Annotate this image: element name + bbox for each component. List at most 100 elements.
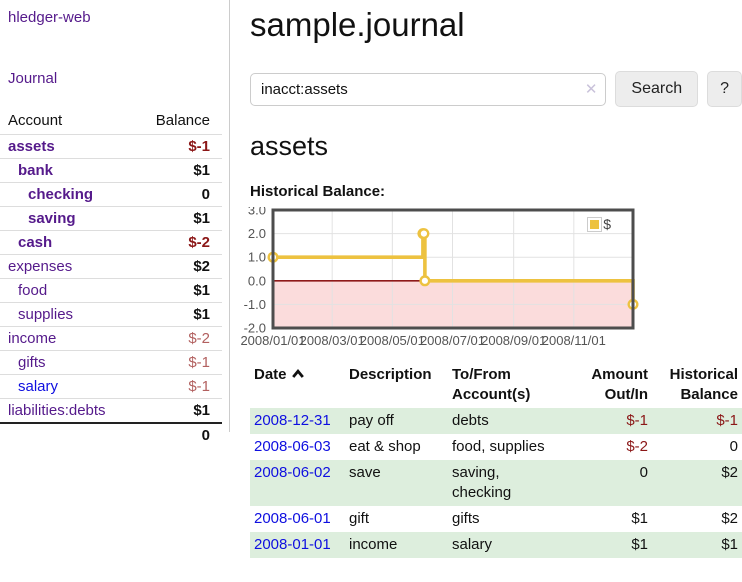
account-link[interactable]: saving — [28, 210, 76, 227]
account-row: food $1 — [0, 278, 222, 303]
account-balance: $1 — [111, 398, 222, 423]
transaction-date-link[interactable]: 2008-01-01 — [254, 536, 331, 553]
account-balance: 0 — [111, 182, 222, 207]
svg-text:2008/09/01: 2008/09/01 — [481, 333, 546, 348]
transaction-balance: 0 — [729, 438, 738, 455]
account-balance: $-1 — [111, 350, 222, 375]
clear-search-icon[interactable]: ✕ — [584, 80, 598, 98]
account-link[interactable]: cash — [18, 234, 53, 251]
account-link[interactable]: checking — [28, 186, 94, 203]
transaction-amount: $-1 — [579, 408, 652, 434]
account-link[interactable]: assets — [8, 138, 55, 155]
historical-balance-chart: 3.0 2.0 1.0 0.0 -1.0 -2.0 2008/01/01 2008/03/01… — [240, 207, 640, 349]
account-link[interactable]: bank — [18, 162, 54, 179]
accounts-table: Account Balance assets $-1 bank $1 check… — [0, 109, 222, 447]
column-header-date[interactable]: Date — [250, 362, 345, 408]
register-header-row: Date Description To/From Account(s) Amou… — [250, 362, 742, 408]
account-row: gifts $-1 — [0, 350, 222, 375]
chart-plot: 3.0 2.0 1.0 0.0 -1.0 -2.02008/01/012008/03/01… — [240, 207, 639, 348]
svg-text:2008/05/01: 2008/05/01 — [360, 333, 425, 348]
transaction-date-link[interactable]: 2008-06-03 — [254, 438, 331, 455]
transaction-row: 2008-01-01 income salary $1 $1 — [250, 532, 742, 558]
svg-text:-1.0: -1.0 — [244, 297, 266, 312]
sort-ascending-icon — [291, 366, 305, 386]
accounts-total: 0 — [111, 422, 222, 447]
account-link[interactable]: gifts — [18, 354, 46, 371]
svg-text:2008/01/01: 2008/01/01 — [240, 333, 305, 348]
account-row: cash $-2 — [0, 230, 222, 255]
account-row: checking 0 — [0, 182, 222, 207]
account-row: supplies $1 — [0, 302, 222, 327]
svg-text:2008/11/01: 2008/11/01 — [542, 333, 606, 348]
transaction-amount: $-2 — [626, 438, 648, 455]
account-balance: $-2 — [111, 326, 222, 351]
svg-text:-2.0: -2.0 — [244, 321, 266, 336]
transaction-date-link[interactable]: 2008-06-02 — [254, 464, 331, 481]
transaction-description: eat & shop — [349, 438, 421, 455]
transaction-accounts: gifts — [452, 510, 480, 527]
transaction-row: 2008-06-03 eat & shop food, supplies $-2… — [250, 434, 742, 460]
sidebar-item-journal[interactable]: Journal — [8, 70, 58, 87]
svg-text:3.0: 3.0 — [248, 207, 266, 218]
account-row: saving $1 — [0, 206, 222, 231]
transaction-balance: $2 — [652, 460, 742, 506]
sidebar-divider — [229, 0, 230, 432]
account-balance: $-1 — [111, 374, 222, 399]
svg-text:2008/03/01: 2008/03/01 — [300, 333, 365, 348]
transaction-balance: $2 — [721, 510, 738, 527]
accounts-header-balance: Balance — [155, 112, 210, 129]
accounts-header-account: Account — [8, 112, 63, 129]
account-balance: $1 — [111, 158, 222, 183]
transaction-date-link[interactable]: 2008-12-31 — [254, 412, 331, 429]
transaction-description: pay off — [345, 408, 448, 434]
brand-link[interactable]: hledger-web — [8, 9, 91, 26]
account-balance: $1 — [111, 206, 222, 231]
transaction-description: save — [345, 460, 448, 506]
legend-swatch-icon — [587, 216, 603, 232]
transaction-row: 2008-06-01 gift gifts $1 $2 — [250, 506, 742, 532]
search-button[interactable]: Search — [615, 71, 699, 107]
svg-text:0.0: 0.0 — [248, 273, 266, 288]
transaction-amount: $1 — [579, 532, 652, 558]
transaction-accounts: food, supplies — [452, 438, 545, 455]
transaction-amount: $1 — [631, 510, 648, 527]
account-link[interactable]: income — [8, 330, 57, 347]
search-input[interactable] — [250, 72, 607, 106]
transaction-balance: $-1 — [652, 408, 742, 434]
transaction-accounts: debts — [448, 408, 579, 434]
column-header-accounts: To/From Account(s) — [452, 366, 531, 403]
transaction-description: gift — [349, 510, 370, 527]
account-heading: assets — [250, 131, 329, 161]
transaction-description: income — [345, 532, 448, 558]
account-link[interactable]: expenses — [8, 258, 73, 275]
chart-title: Historical Balance: — [250, 183, 386, 200]
svg-text:1.0: 1.0 — [248, 250, 266, 265]
transaction-date-link[interactable]: 2008-06-01 — [254, 510, 331, 527]
account-link[interactable]: liabilities:debts — [8, 402, 106, 419]
legend-label: $ — [603, 216, 611, 232]
transaction-accounts: saving, checking — [448, 460, 579, 506]
transaction-row: 2008-06-02 save saving, checking 0 $2 — [250, 460, 742, 506]
svg-text:2.0: 2.0 — [248, 226, 266, 241]
account-row: salary $-1 — [0, 374, 222, 399]
account-row: assets $-1 — [0, 134, 222, 159]
account-balance: $-2 — [111, 230, 222, 255]
account-row: expenses $2 — [0, 254, 222, 279]
account-link[interactable]: supplies — [18, 306, 74, 323]
account-row: income $-2 — [0, 326, 222, 351]
page-title: sample.journal — [250, 6, 465, 43]
help-button[interactable]: ? — [707, 71, 742, 107]
account-balance: $1 — [111, 302, 222, 327]
account-balance: $2 — [111, 254, 222, 279]
column-header-amount: Amount Out/In — [591, 366, 648, 403]
transaction-accounts: salary — [448, 532, 579, 558]
column-header-description: Description — [349, 366, 432, 383]
sidebar: hledger-web Journal Account Balance asse… — [0, 0, 230, 447]
register-table: Date Description To/From Account(s) Amou… — [250, 362, 742, 558]
transaction-balance: $1 — [652, 532, 742, 558]
chart-legend: $ — [587, 216, 611, 232]
account-link[interactable]: food — [18, 282, 48, 299]
account-balance: $1 — [111, 278, 222, 303]
account-link[interactable]: salary — [18, 378, 59, 395]
accounts-total-row: 0 — [0, 422, 222, 447]
